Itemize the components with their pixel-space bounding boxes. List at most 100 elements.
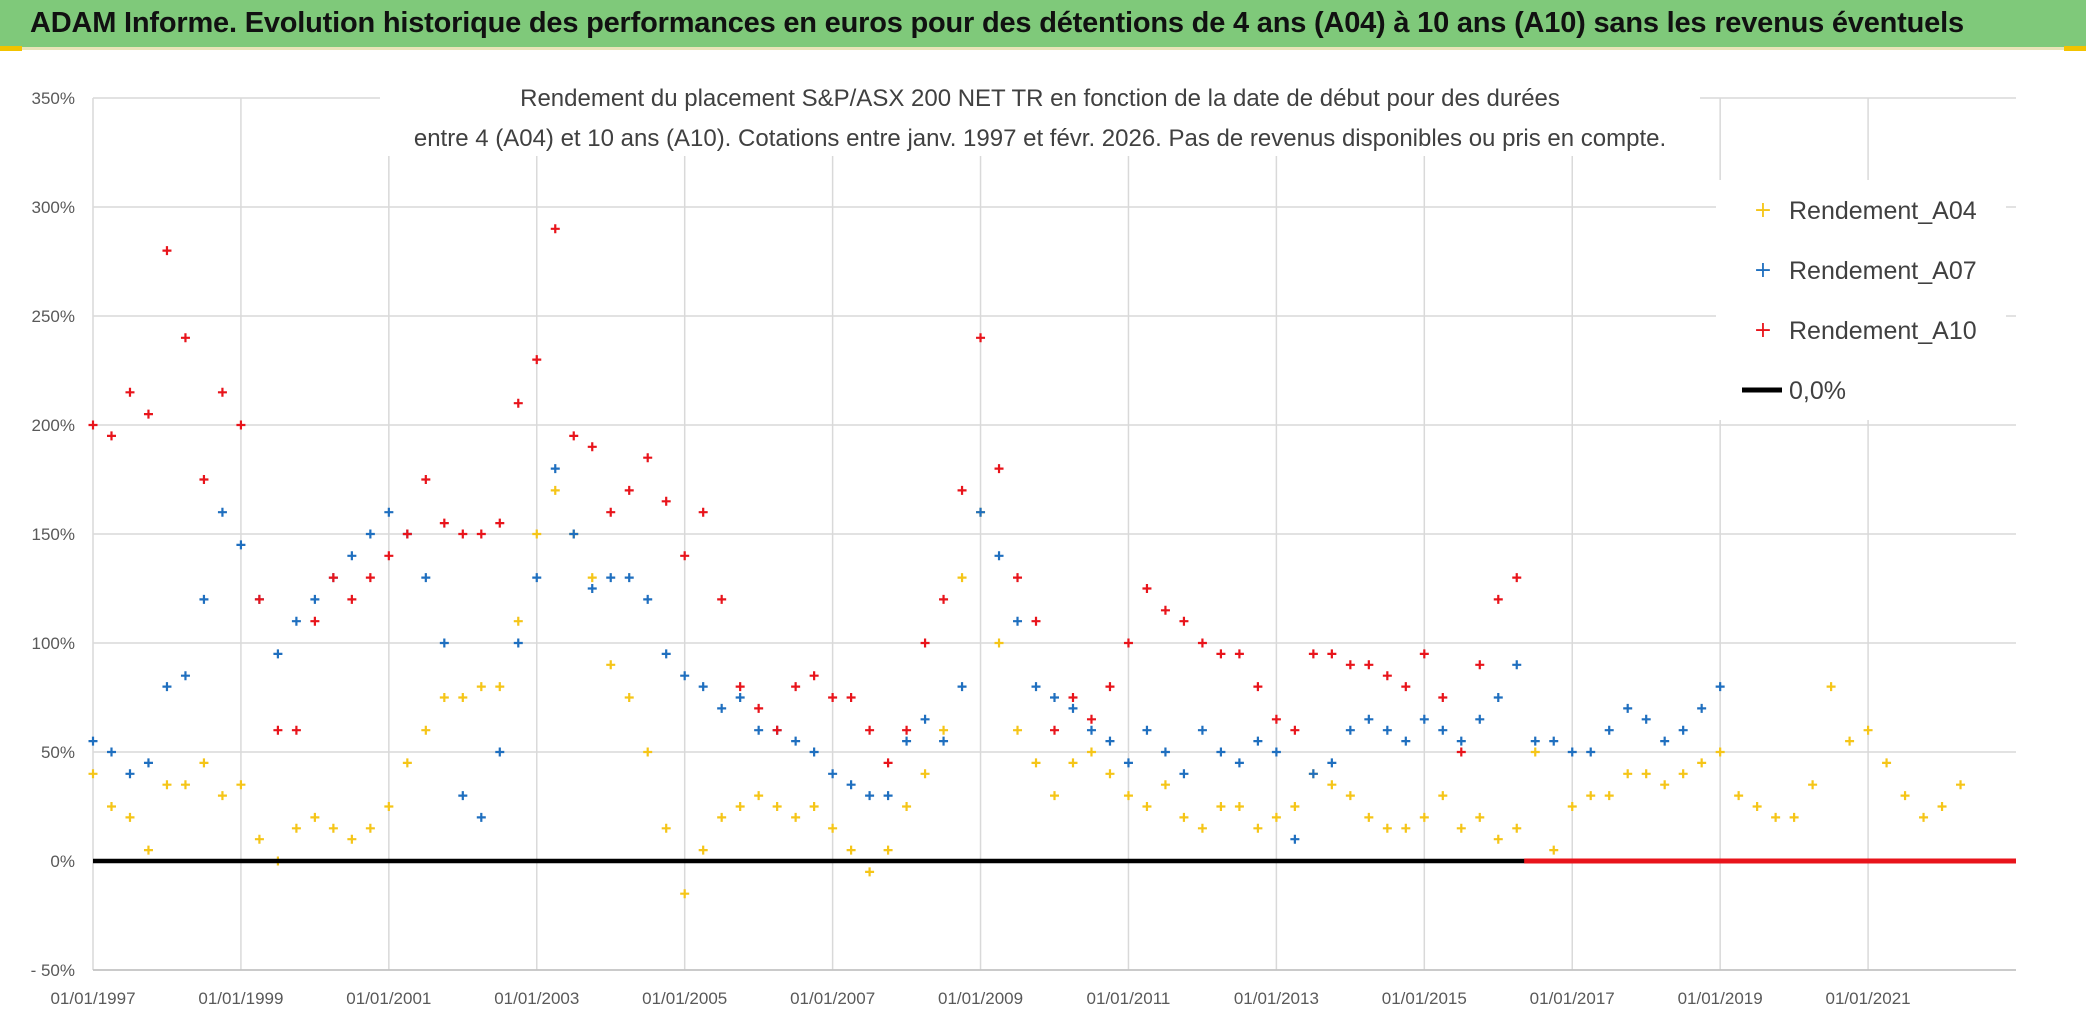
data-point-a04 bbox=[1956, 780, 1966, 790]
data-point-a04 bbox=[661, 823, 671, 833]
banner-accent-left bbox=[0, 46, 22, 51]
data-point-a07 bbox=[1512, 660, 1522, 670]
data-point-a10 bbox=[809, 671, 819, 681]
data-point-a07 bbox=[1419, 714, 1429, 724]
data-points bbox=[88, 224, 1966, 899]
legend: + Rendement_A04 + Rendement_A07 + Rendem… bbox=[1716, 180, 2006, 420]
data-point-a10 bbox=[865, 725, 875, 735]
data-point-a04 bbox=[643, 747, 653, 757]
data-point-a10 bbox=[1123, 638, 1133, 648]
x-tick-label: 01/01/2021 bbox=[1826, 989, 1911, 1008]
data-point-a10 bbox=[1013, 573, 1023, 583]
data-point-a10 bbox=[1197, 638, 1207, 648]
data-point-a10 bbox=[328, 573, 338, 583]
data-point-a04 bbox=[1660, 780, 1670, 790]
data-point-a04 bbox=[1253, 823, 1263, 833]
x-tick-label: 01/01/2005 bbox=[642, 989, 727, 1008]
data-point-a07 bbox=[291, 616, 301, 626]
data-point-a04 bbox=[1345, 791, 1355, 801]
data-point-a07 bbox=[180, 671, 190, 681]
data-point-a07 bbox=[828, 769, 838, 779]
data-point-a07 bbox=[1604, 725, 1614, 735]
data-point-a10 bbox=[1050, 725, 1059, 735]
data-point-a07 bbox=[550, 464, 560, 474]
data-point-a04 bbox=[717, 812, 727, 822]
data-point-a07 bbox=[1641, 714, 1651, 724]
y-tick-label: 350% bbox=[32, 89, 75, 108]
data-point-a07 bbox=[143, 758, 153, 768]
chart-title-line-2: entre 4 (A04) et 10 ans (A10). Cotations… bbox=[414, 125, 1666, 152]
data-point-a04 bbox=[920, 769, 930, 779]
data-point-a07 bbox=[791, 736, 801, 746]
data-point-a10 bbox=[384, 551, 394, 561]
data-point-a10 bbox=[920, 638, 930, 648]
data-point-a04 bbox=[1900, 791, 1910, 801]
data-point-a07 bbox=[846, 780, 856, 790]
y-tick-label: 200% bbox=[32, 416, 75, 435]
data-point-a10 bbox=[1327, 649, 1337, 659]
data-point-a10 bbox=[143, 409, 153, 419]
data-point-a04 bbox=[1623, 769, 1633, 779]
data-point-a10 bbox=[495, 518, 505, 528]
data-point-a10 bbox=[1456, 747, 1466, 757]
data-point-a04 bbox=[846, 845, 856, 855]
data-point-a04 bbox=[791, 812, 801, 822]
data-point-a07 bbox=[1142, 725, 1152, 735]
data-point-a04 bbox=[1327, 780, 1337, 790]
data-point-a07 bbox=[624, 573, 634, 583]
data-point-a04 bbox=[143, 845, 153, 855]
data-point-a04 bbox=[680, 889, 690, 899]
data-point-a10 bbox=[1308, 649, 1318, 659]
data-point-a07 bbox=[698, 682, 708, 692]
data-point-a07 bbox=[680, 671, 690, 681]
data-point-a07 bbox=[458, 791, 468, 801]
data-point-a10 bbox=[1401, 682, 1411, 692]
data-point-a04 bbox=[1031, 758, 1041, 768]
data-point-a10 bbox=[1271, 714, 1281, 724]
legend-marker-a10: + bbox=[1754, 318, 1772, 343]
data-point-a10 bbox=[1419, 649, 1429, 659]
data-point-a07 bbox=[994, 551, 1004, 561]
data-point-a04 bbox=[1160, 780, 1170, 790]
y-tick-label: 100% bbox=[32, 634, 75, 653]
data-point-a10 bbox=[1160, 605, 1170, 615]
data-point-a04 bbox=[1604, 791, 1614, 801]
data-point-a04 bbox=[291, 823, 301, 833]
data-point-a04 bbox=[1290, 802, 1300, 811]
data-point-a04 bbox=[1401, 823, 1411, 833]
data-point-a04 bbox=[1641, 769, 1651, 779]
data-point-a04 bbox=[532, 529, 542, 539]
x-tick-label: 01/01/2003 bbox=[494, 989, 579, 1008]
data-point-a04 bbox=[698, 845, 708, 855]
data-point-a04 bbox=[606, 660, 616, 670]
x-tick-label: 01/01/2001 bbox=[346, 989, 431, 1008]
data-point-a04 bbox=[1068, 758, 1078, 768]
data-point-a10 bbox=[88, 420, 98, 430]
data-point-a10 bbox=[994, 464, 1004, 474]
data-point-a10 bbox=[550, 224, 560, 234]
data-point-a07 bbox=[1586, 747, 1596, 757]
data-point-a07 bbox=[1234, 758, 1244, 768]
data-point-a04 bbox=[624, 693, 634, 702]
data-point-a10 bbox=[1086, 714, 1096, 724]
data-point-a10 bbox=[310, 616, 320, 626]
data-point-a04 bbox=[994, 638, 1004, 648]
data-point-a04 bbox=[199, 758, 209, 768]
data-point-a07 bbox=[88, 736, 98, 746]
data-point-a07 bbox=[1715, 682, 1725, 692]
data-point-a04 bbox=[1715, 747, 1725, 757]
data-point-a07 bbox=[1086, 725, 1096, 735]
data-point-a10 bbox=[162, 246, 172, 256]
data-point-a07 bbox=[1438, 725, 1448, 735]
data-point-a07 bbox=[1068, 703, 1078, 713]
axes: - 50% 0% 50% 100% 150% 200% 250% 300% 350% 01/01/… bbox=[31, 89, 2016, 1008]
data-point-a04 bbox=[1050, 791, 1059, 801]
data-point-a04 bbox=[828, 823, 838, 833]
y-tick-label: - 50% bbox=[31, 961, 75, 980]
data-point-a07 bbox=[1401, 736, 1411, 746]
data-point-a07 bbox=[1216, 747, 1226, 757]
x-tick-label: 01/01/1999 bbox=[198, 989, 283, 1008]
data-point-a07 bbox=[106, 747, 116, 757]
data-point-a04 bbox=[587, 573, 597, 583]
data-point-a04 bbox=[1123, 791, 1133, 801]
